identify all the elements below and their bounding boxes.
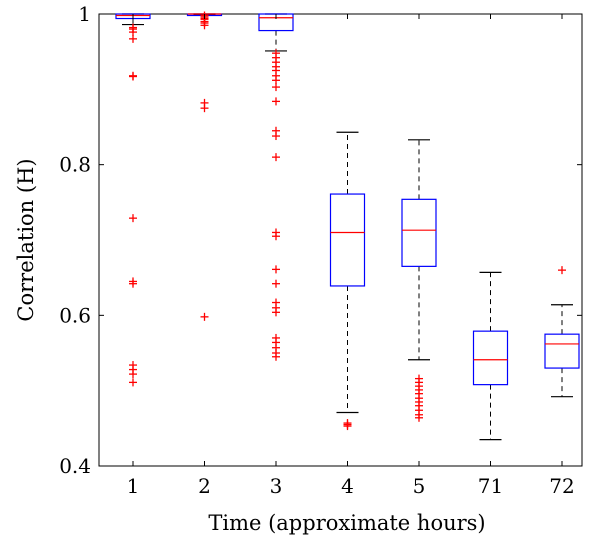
outlier-point [343, 422, 352, 431]
outlier-point [272, 153, 280, 162]
box-body [544, 333, 580, 369]
outlier-point [129, 72, 137, 81]
box-71 [472, 271, 509, 441]
plot-frame [98, 13, 583, 467]
outlier-point [415, 413, 423, 422]
y-tick-label: 1 [78, 2, 91, 26]
box-3 [258, 13, 294, 361]
outlier-point [129, 28, 137, 37]
outlier-point [272, 265, 280, 274]
axes-frame [98, 13, 583, 467]
outlier-point [129, 279, 137, 288]
outlier-point [200, 312, 209, 321]
box-1 [115, 13, 151, 387]
x-tick-label: 3 [270, 474, 283, 498]
x-tick-label: 1 [127, 474, 140, 498]
outlier-point [272, 83, 280, 92]
x-axis-label: Time (approximate hours) [208, 511, 485, 535]
outlier-point [272, 132, 280, 141]
outlier-point [129, 214, 137, 223]
x-tick-label: 72 [549, 474, 574, 498]
y-axis-label: Correlation (H) [14, 158, 38, 321]
x-tick-label: 2 [198, 474, 211, 498]
y-tick-label: 0.6 [59, 303, 91, 327]
box-5 [401, 139, 437, 422]
x-tick-label: 71 [478, 474, 503, 498]
box-body [401, 198, 437, 267]
y-axis-ticks: 0.4 0.6 0.8 1 [59, 2, 582, 478]
outlier-point [129, 378, 137, 387]
box-2 [186, 11, 223, 321]
outlier-point [272, 308, 280, 317]
outlier-point [272, 232, 280, 241]
outlier-point [272, 97, 280, 106]
y-tick-label: 0.4 [59, 454, 91, 478]
box-4 [329, 131, 366, 431]
x-tick-label: 4 [341, 474, 354, 498]
outlier-point [200, 21, 209, 30]
outlier-point [272, 279, 280, 288]
box-body [329, 193, 366, 287]
outlier-point [272, 352, 280, 361]
box-72 [544, 266, 580, 398]
outlier-point [129, 370, 137, 379]
box-body [472, 330, 509, 386]
outlier-point [200, 104, 209, 113]
boxes-layer [115, 11, 580, 441]
y-tick-label: 0.8 [59, 153, 91, 177]
x-tick-label: 5 [413, 474, 426, 498]
outlier-point [558, 266, 566, 275]
x-axis-ticks: 1 2 3 4 5 71 72 [127, 14, 575, 498]
outlier-point [272, 76, 280, 85]
outlier-point [129, 34, 137, 43]
